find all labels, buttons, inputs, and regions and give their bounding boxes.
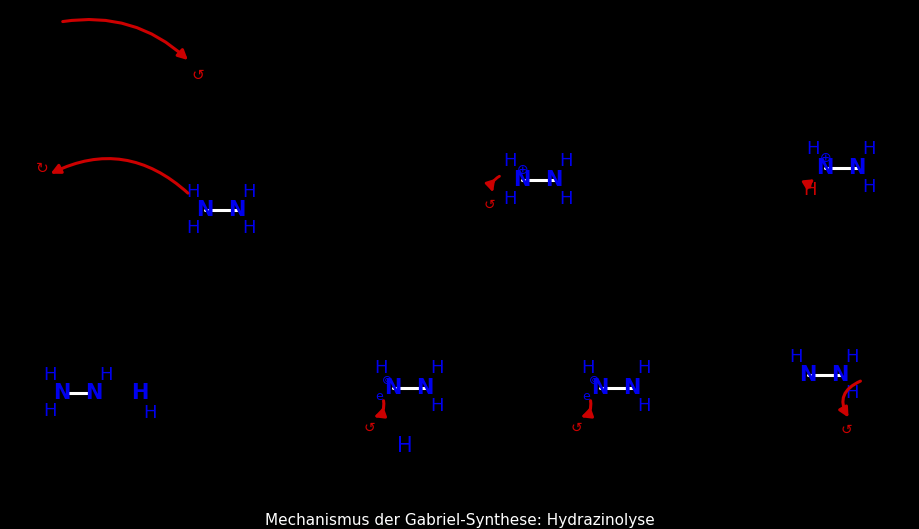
Text: H: H — [637, 359, 650, 377]
Text: H: H — [186, 219, 199, 237]
Text: ⊕: ⊕ — [820, 151, 831, 165]
Text: H: H — [397, 436, 413, 456]
Text: H: H — [430, 359, 443, 377]
Text: H: H — [242, 183, 255, 201]
Text: N: N — [623, 378, 640, 398]
Text: H: H — [789, 348, 802, 366]
Text: ↺: ↺ — [191, 68, 204, 83]
Text: N: N — [228, 200, 245, 220]
Text: N: N — [831, 365, 847, 385]
Text: ⊚: ⊚ — [381, 373, 391, 387]
Text: H: H — [99, 366, 113, 384]
Text: e: e — [375, 389, 382, 403]
Text: H: H — [143, 404, 156, 422]
Text: N: N — [416, 378, 433, 398]
Text: N: N — [384, 378, 402, 398]
Text: e: e — [582, 389, 589, 403]
Text: H: H — [559, 152, 573, 170]
Text: H: H — [374, 359, 387, 377]
Text: N: N — [815, 158, 833, 178]
Text: Mechanismus der Gabriel-Synthese: Hydrazinolyse: Mechanismus der Gabriel-Synthese: Hydraz… — [265, 513, 654, 527]
Text: ⊕: ⊕ — [516, 163, 528, 177]
Text: N: N — [513, 170, 530, 190]
Text: H: H — [637, 397, 650, 415]
Text: ↺: ↺ — [839, 423, 851, 437]
Text: N: N — [53, 383, 71, 403]
Text: H: H — [802, 181, 816, 199]
Text: H: H — [43, 402, 57, 420]
Text: H: H — [861, 140, 875, 158]
Text: H: H — [845, 348, 857, 366]
Text: H: H — [861, 178, 875, 196]
Text: N: N — [545, 170, 562, 190]
Text: ↺: ↺ — [570, 421, 581, 435]
Text: ↺: ↺ — [482, 198, 494, 212]
Text: H: H — [186, 183, 199, 201]
Text: H: H — [242, 219, 255, 237]
Text: H: H — [131, 383, 149, 403]
Text: H: H — [43, 366, 57, 384]
Text: H: H — [430, 397, 443, 415]
Text: N: N — [196, 200, 213, 220]
Text: ↺: ↺ — [363, 421, 374, 435]
Text: H: H — [559, 190, 573, 208]
Text: H: H — [503, 152, 516, 170]
Text: N: N — [847, 158, 865, 178]
Text: H: H — [503, 190, 516, 208]
Text: N: N — [85, 383, 103, 403]
Text: H: H — [581, 359, 594, 377]
Text: N: N — [799, 365, 816, 385]
Text: ↻: ↻ — [36, 160, 49, 176]
Text: ⊚: ⊚ — [588, 373, 598, 387]
Text: H: H — [845, 384, 857, 402]
Text: H: H — [805, 140, 819, 158]
Text: N: N — [591, 378, 608, 398]
